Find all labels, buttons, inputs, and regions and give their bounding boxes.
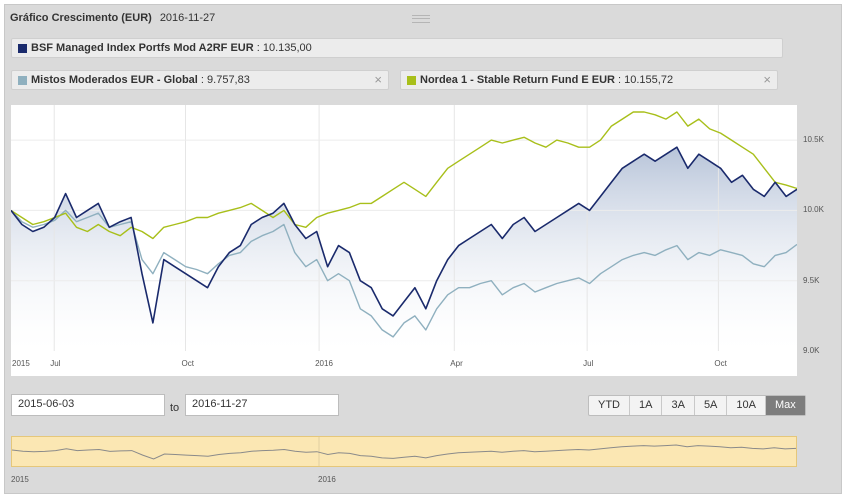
navigator[interactable] (11, 436, 797, 467)
x-tick-label: Apr (450, 359, 463, 368)
x-tick-label: Oct (181, 359, 194, 368)
legend-item-bsf[interactable]: BSF Managed Index Portfs Mod A2RF EUR : … (11, 38, 783, 58)
drag-handle-icon[interactable] (412, 15, 430, 23)
navigator-line (11, 444, 797, 460)
range-selector: YTD 1A 3A 5A 10A Max (588, 395, 806, 416)
range-button-5a[interactable]: 5A (695, 396, 728, 415)
y-tick-label: 10.0K (803, 205, 824, 215)
x-tick-label: 2015 (12, 359, 30, 368)
series-line-1 (10, 209, 798, 338)
close-icon[interactable]: × (374, 72, 382, 87)
y-tick-label: 9.0K (803, 346, 820, 355)
chart-title-text: Gráfico Crescimento (EUR) (10, 12, 152, 24)
series-area-0 (11, 147, 797, 351)
navigator-label-2016: 2016 (318, 475, 336, 484)
legend-item-nordea[interactable]: Nordea 1 - Stable Return Fund E EUR : 10… (400, 70, 778, 90)
legend-swatch-mistos (18, 76, 27, 85)
to-label: to (170, 402, 180, 414)
legend-label-mistos: Mistos Moderados EUR - Global (31, 74, 198, 86)
y-tick-label: 9.5K (803, 275, 820, 285)
legend-value-bsf: : 10.135,00 (256, 42, 312, 54)
y-axis: 10.5K 10.0K 9.5K 9.0K (797, 105, 837, 376)
legend-label-bsf: BSF Managed Index Portfs Mod A2RF EUR (31, 42, 254, 54)
x-axis: 2015 Jul Oct 2016 Apr Jul Oct (11, 351, 797, 376)
series-line-0 (10, 146, 798, 324)
series-line-2 (10, 111, 798, 240)
legend-swatch-nordea (407, 76, 416, 85)
date-from-input[interactable]: 2015-06-03 (11, 394, 165, 416)
line-chart (10, 105, 798, 351)
range-button-3a[interactable]: 3A (662, 396, 695, 415)
range-button-ytd[interactable]: YTD (589, 396, 630, 415)
plot-area[interactable] (10, 105, 798, 351)
date-to-input[interactable]: 2016-11-27 (185, 394, 339, 416)
range-button-10a[interactable]: 10A (727, 396, 766, 415)
close-icon[interactable]: × (763, 72, 771, 87)
x-tick-label: Oct (714, 359, 727, 368)
legend-label-nordea: Nordea 1 - Stable Return Fund E EUR (420, 74, 615, 86)
chart-title: Gráfico Crescimento (EUR) 2016-11-27 (10, 12, 215, 24)
x-tick-label: Jul (583, 359, 594, 368)
legend-value-mistos: : 9.757,83 (200, 74, 250, 86)
legend-value-nordea: : 10.155,72 (618, 74, 674, 86)
x-tick-label: 2016 (315, 359, 333, 368)
range-button-max[interactable]: Max (765, 396, 805, 415)
legend-item-mistos[interactable]: Mistos Moderados EUR - Global : 9.757,83… (11, 70, 389, 90)
chart-title-date: 2016-11-27 (159, 12, 216, 24)
legend-swatch-bsf (18, 44, 27, 53)
x-tick-label: Jul (50, 359, 61, 368)
navigator-label-2015: 2015 (11, 475, 29, 484)
navigator-series (11, 437, 797, 466)
range-button-1a[interactable]: 1A (630, 396, 663, 415)
y-tick-label: 10.5K (803, 135, 824, 145)
